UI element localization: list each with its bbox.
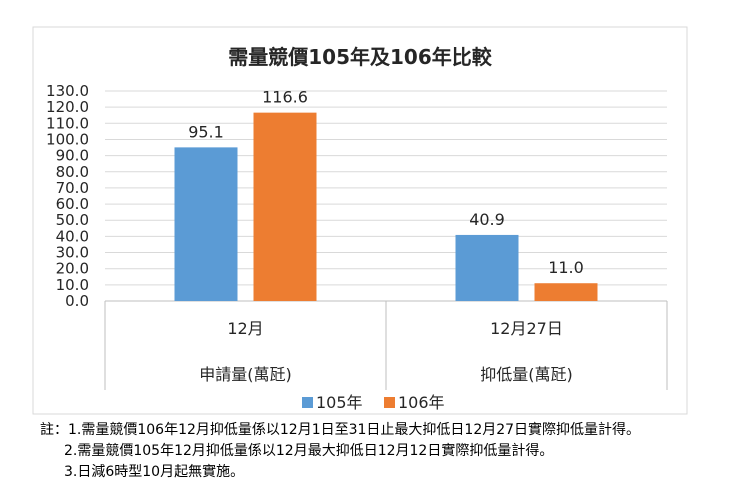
bar <box>174 147 238 301</box>
y-tick-label: 90.0 <box>56 147 89 165</box>
x-category-label: 12月 <box>227 319 263 338</box>
bar <box>253 112 317 302</box>
y-tick-label: 130.0 <box>46 82 89 100</box>
data-label: 40.9 <box>469 210 505 229</box>
data-label: 11.0 <box>548 258 584 277</box>
footnote-2: 2.需量競價105年12月抑低量係以12月最大抑低日12月12日實際抑低量計得。 <box>64 443 554 459</box>
legend-swatch <box>302 397 313 408</box>
bar <box>534 283 598 301</box>
legend-label: 106年 <box>398 393 445 412</box>
data-label: 116.6 <box>262 88 308 107</box>
x-group-label: 申請量(萬瓩) <box>199 365 292 384</box>
chart-container: 需量競價105年及106年比較 0.0 10.0 20.0 30.0 40.0 50.0 60… <box>32 26 688 415</box>
bar-chart: 需量競價105年及106年比較 0.010.020.030.040.050.060… <box>32 26 688 415</box>
y-tick-label: 50.0 <box>56 211 89 229</box>
footnote-1: 註：1.需量競價106年12月抑低量係以12月1日至31日止最大抑低日12月27… <box>40 422 641 438</box>
footnote-3: 3.日減6時型10月起無實施。 <box>64 464 245 480</box>
y-tick-label: 20.0 <box>56 260 89 278</box>
data-label: 95.1 <box>188 122 224 141</box>
x-category-label: 12月27日 <box>490 319 563 338</box>
y-tick-label: 60.0 <box>56 195 89 213</box>
bar <box>455 234 519 301</box>
y-tick-label: 110.0 <box>46 114 89 132</box>
footnotes: 註：1.需量競價106年12月抑低量係以12月1日至31日止最大抑低日12月27… <box>40 420 730 483</box>
x-group-label: 抑低量(萬瓩) <box>480 365 573 384</box>
y-tick-label: 10.0 <box>56 276 89 294</box>
legend-swatch <box>384 397 395 408</box>
y-tick-label: 80.0 <box>56 163 89 181</box>
y-tick-label: 120.0 <box>46 98 89 116</box>
y-tick-label: 0.0 <box>65 292 89 310</box>
chart-title: 需量競價105年及106年比較 <box>228 45 492 69</box>
y-tick-label: 40.0 <box>56 227 89 245</box>
legend-label: 105年 <box>316 393 363 412</box>
y-tick-label: 70.0 <box>56 179 89 197</box>
y-tick-label: 30.0 <box>56 244 89 262</box>
y-tick-label: 100.0 <box>46 130 89 148</box>
